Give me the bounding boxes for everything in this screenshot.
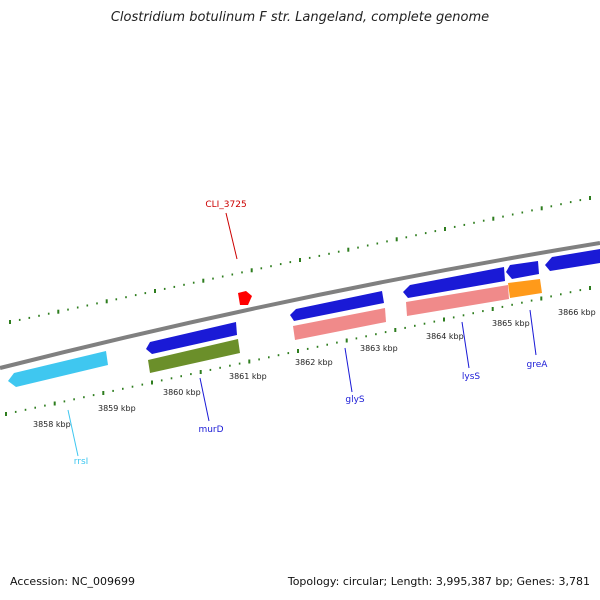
reverse-track bbox=[8, 279, 542, 387]
gene-label-CLI_3725[interactable]: CLI_3725 bbox=[205, 200, 246, 210]
glyS-feature[interactable] bbox=[293, 308, 386, 340]
gene-forward-2[interactable] bbox=[290, 291, 384, 321]
gene-forward-1[interactable] bbox=[146, 322, 237, 354]
cli-3725-feature[interactable] bbox=[238, 291, 252, 305]
tick-label-3863: 3863 kbp bbox=[360, 344, 398, 353]
gene-forward-3[interactable] bbox=[403, 267, 505, 298]
map-title: Clostridium botulinum F str. Langeland, … bbox=[110, 10, 490, 25]
forward-track bbox=[146, 249, 600, 354]
gene-label-murD[interactable]: murD bbox=[198, 425, 223, 435]
greA-leader bbox=[529, 309, 537, 356]
genome-stats-text: Topology: circular; Length: 3,995,387 bp… bbox=[287, 575, 590, 588]
cli-3725-leader bbox=[225, 212, 238, 260]
gene-labels: CLI_3725 rrsI murD glyS lysS greA bbox=[74, 200, 549, 467]
gene-label-lysS[interactable]: lysS bbox=[462, 372, 481, 382]
tick-label-3860: 3860 kbp bbox=[163, 388, 201, 397]
tick-label-3859: 3859 kbp bbox=[98, 404, 136, 413]
lysS-feature[interactable] bbox=[406, 285, 509, 316]
murD-feature[interactable] bbox=[148, 339, 240, 373]
glyS-leader bbox=[344, 347, 353, 393]
tick-marks bbox=[5, 196, 591, 416]
label-leaders bbox=[67, 212, 537, 457]
tick-label-3865: 3865 kbp bbox=[492, 319, 530, 328]
gene-forward-5[interactable] bbox=[545, 249, 600, 271]
accession-text: Accession: NC_009699 bbox=[10, 575, 136, 588]
gene-label-glyS[interactable]: glyS bbox=[345, 395, 365, 405]
tick-label-3858: 3858 kbp bbox=[33, 420, 71, 429]
greA-feature[interactable] bbox=[508, 279, 542, 298]
scale-labels: 3858 kbp 3859 kbp 3860 kbp 3861 kbp 3862… bbox=[33, 308, 596, 429]
gene-label-rrsI[interactable]: rrsI bbox=[74, 457, 89, 467]
tick-label-3862: 3862 kbp bbox=[295, 358, 333, 367]
rrsI-leader bbox=[67, 409, 79, 457]
tick-label-3864: 3864 kbp bbox=[426, 332, 464, 341]
rrsI-feature[interactable] bbox=[8, 351, 108, 387]
gene-forward-4[interactable] bbox=[506, 261, 539, 279]
murD-leader bbox=[199, 377, 210, 422]
tick-label-3861: 3861 kbp bbox=[229, 372, 267, 381]
tick-label-3866: 3866 kbp bbox=[558, 308, 596, 317]
lysS-leader bbox=[461, 321, 470, 369]
gene-label-greA[interactable]: greA bbox=[527, 360, 549, 370]
genome-backbone bbox=[0, 241, 600, 370]
